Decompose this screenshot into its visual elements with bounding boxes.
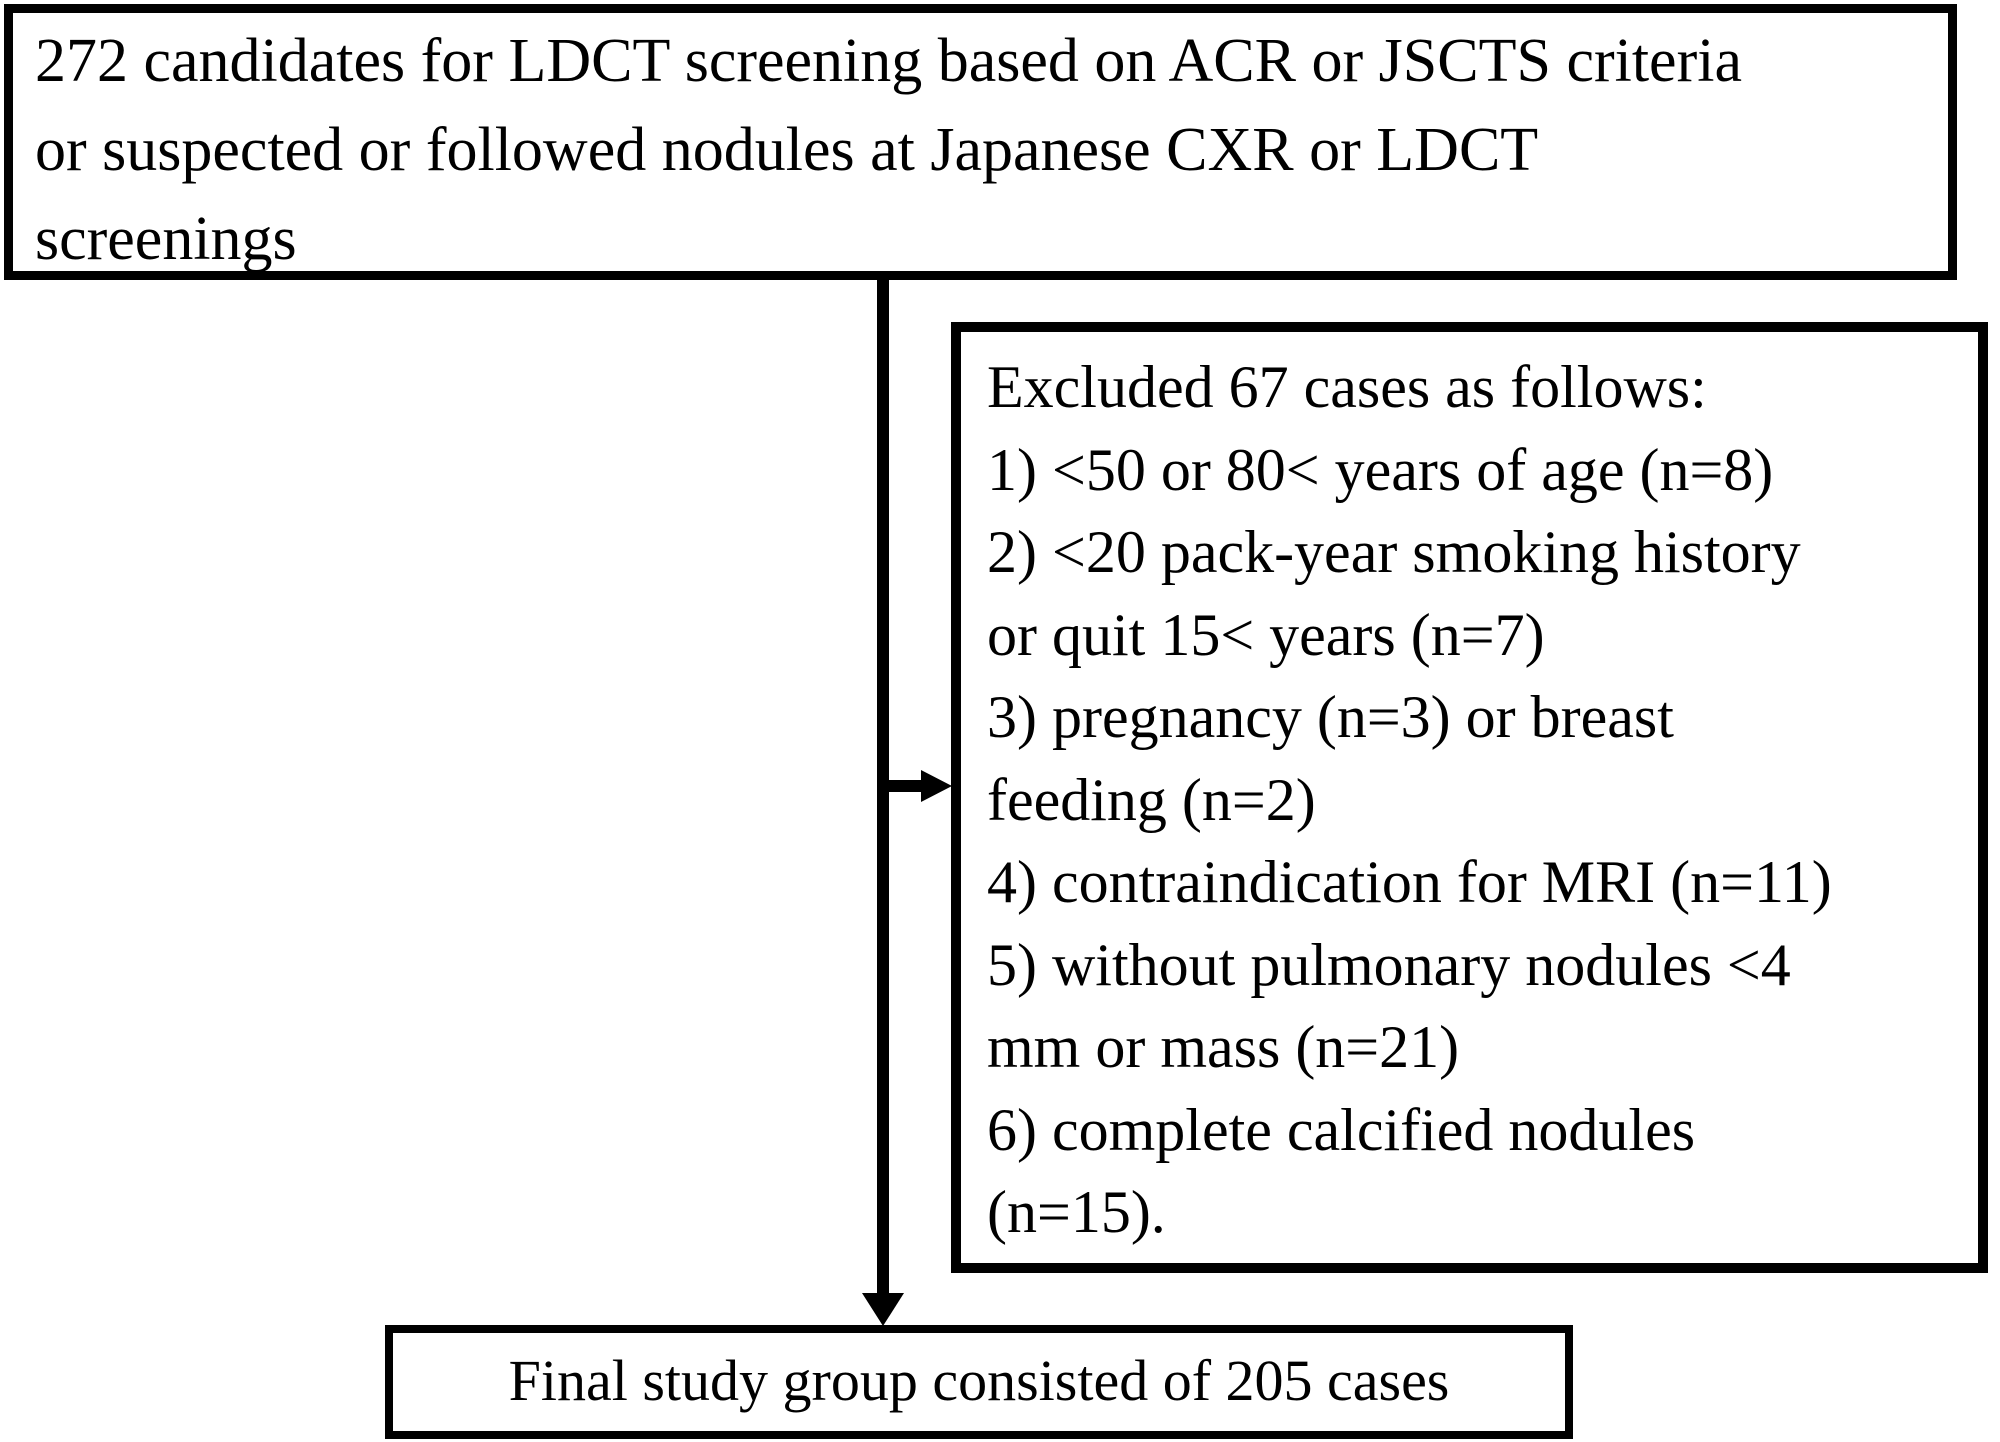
excluded-box: Excluded 67 cases as follows: 1) <50 or … [951,322,1988,1273]
right-arrow-line [883,780,923,792]
excluded-text: Excluded 67 cases as follows: 1) <50 or … [987,354,1832,1245]
candidates-box: 272 candidates for LDCT screening based … [4,4,1957,280]
final-text: Final study group consisted of 205 cases [508,1348,1450,1413]
candidates-text: 272 candidates for LDCT screening based … [35,27,1742,273]
final-box: Final study group consisted of 205 cases [385,1325,1573,1439]
down-arrowhead-icon [862,1293,904,1326]
right-arrowhead-icon [921,770,952,802]
